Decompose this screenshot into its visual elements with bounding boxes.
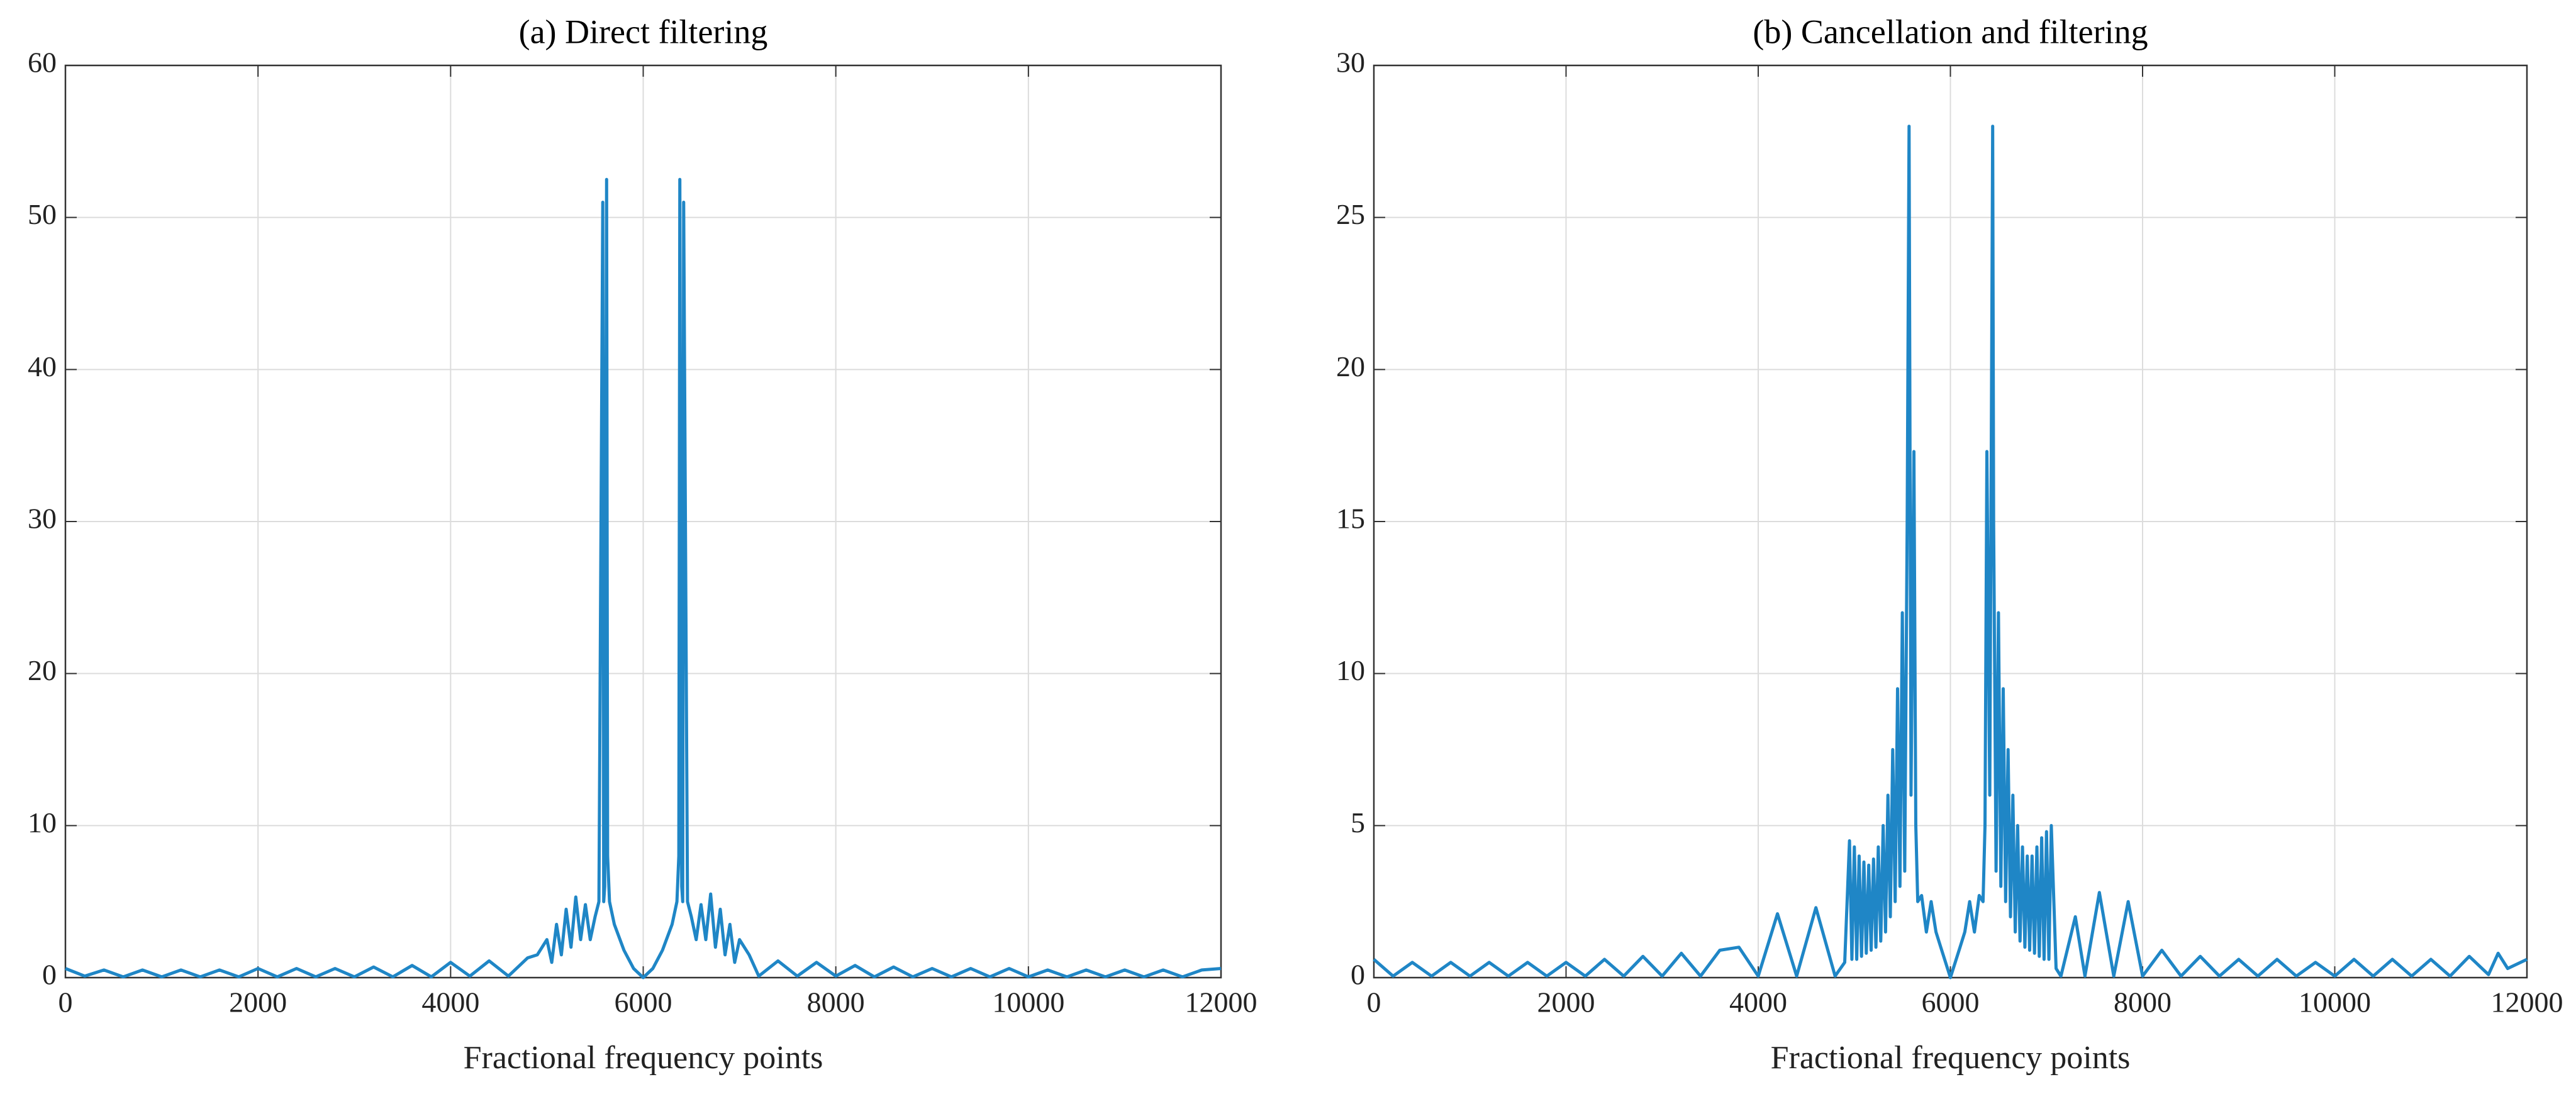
y-tick-label: 10 [1336, 654, 1365, 686]
x-tick-label: 0 [59, 986, 73, 1019]
x-tick-label: 12000 [2491, 986, 2563, 1019]
x-tick-label: 6000 [615, 986, 672, 1019]
y-tick-label: 0 [1351, 959, 1365, 991]
data-line [65, 177, 1222, 980]
chart-title: (a) Direct filtering [519, 13, 768, 50]
y-tick-label: 10 [28, 807, 57, 839]
x-tick-label: 4000 [1729, 986, 1787, 1019]
x-tick-label: 2000 [229, 986, 287, 1019]
data-line [1373, 125, 2528, 980]
x-tick-label: 8000 [807, 986, 865, 1019]
x-tick-label: 0 [1367, 986, 1381, 1019]
x-tick-label: 12000 [1185, 986, 1257, 1019]
y-tick-label: 15 [1336, 503, 1365, 535]
y-tick-label: 50 [28, 198, 57, 230]
chart-title: (b) Cancellation and filtering [1753, 13, 2148, 50]
y-tick-label: 30 [1336, 47, 1365, 79]
y-tick-label: 20 [1336, 350, 1365, 382]
y-tick-label: 40 [28, 350, 57, 382]
x-tick-label: 10000 [2299, 986, 2371, 1019]
x-tick-label: 4000 [421, 986, 479, 1019]
x-tick-label: 2000 [1537, 986, 1595, 1019]
x-tick-label: 6000 [1922, 986, 1980, 1019]
y-tick-label: 0 [42, 959, 57, 991]
y-tick-label: 30 [28, 503, 57, 535]
x-tick-label: 8000 [2114, 986, 2172, 1019]
x-tick-label: 10000 [992, 986, 1064, 1019]
x-axis-label: Fractional frequency points [464, 1040, 823, 1076]
y-tick-label: 5 [1351, 807, 1365, 839]
y-tick-label: 25 [1336, 198, 1365, 230]
x-axis-label: Fractional frequency points [1771, 1040, 2131, 1076]
y-tick-label: 20 [28, 654, 57, 686]
y-tick-label: 60 [28, 47, 57, 79]
